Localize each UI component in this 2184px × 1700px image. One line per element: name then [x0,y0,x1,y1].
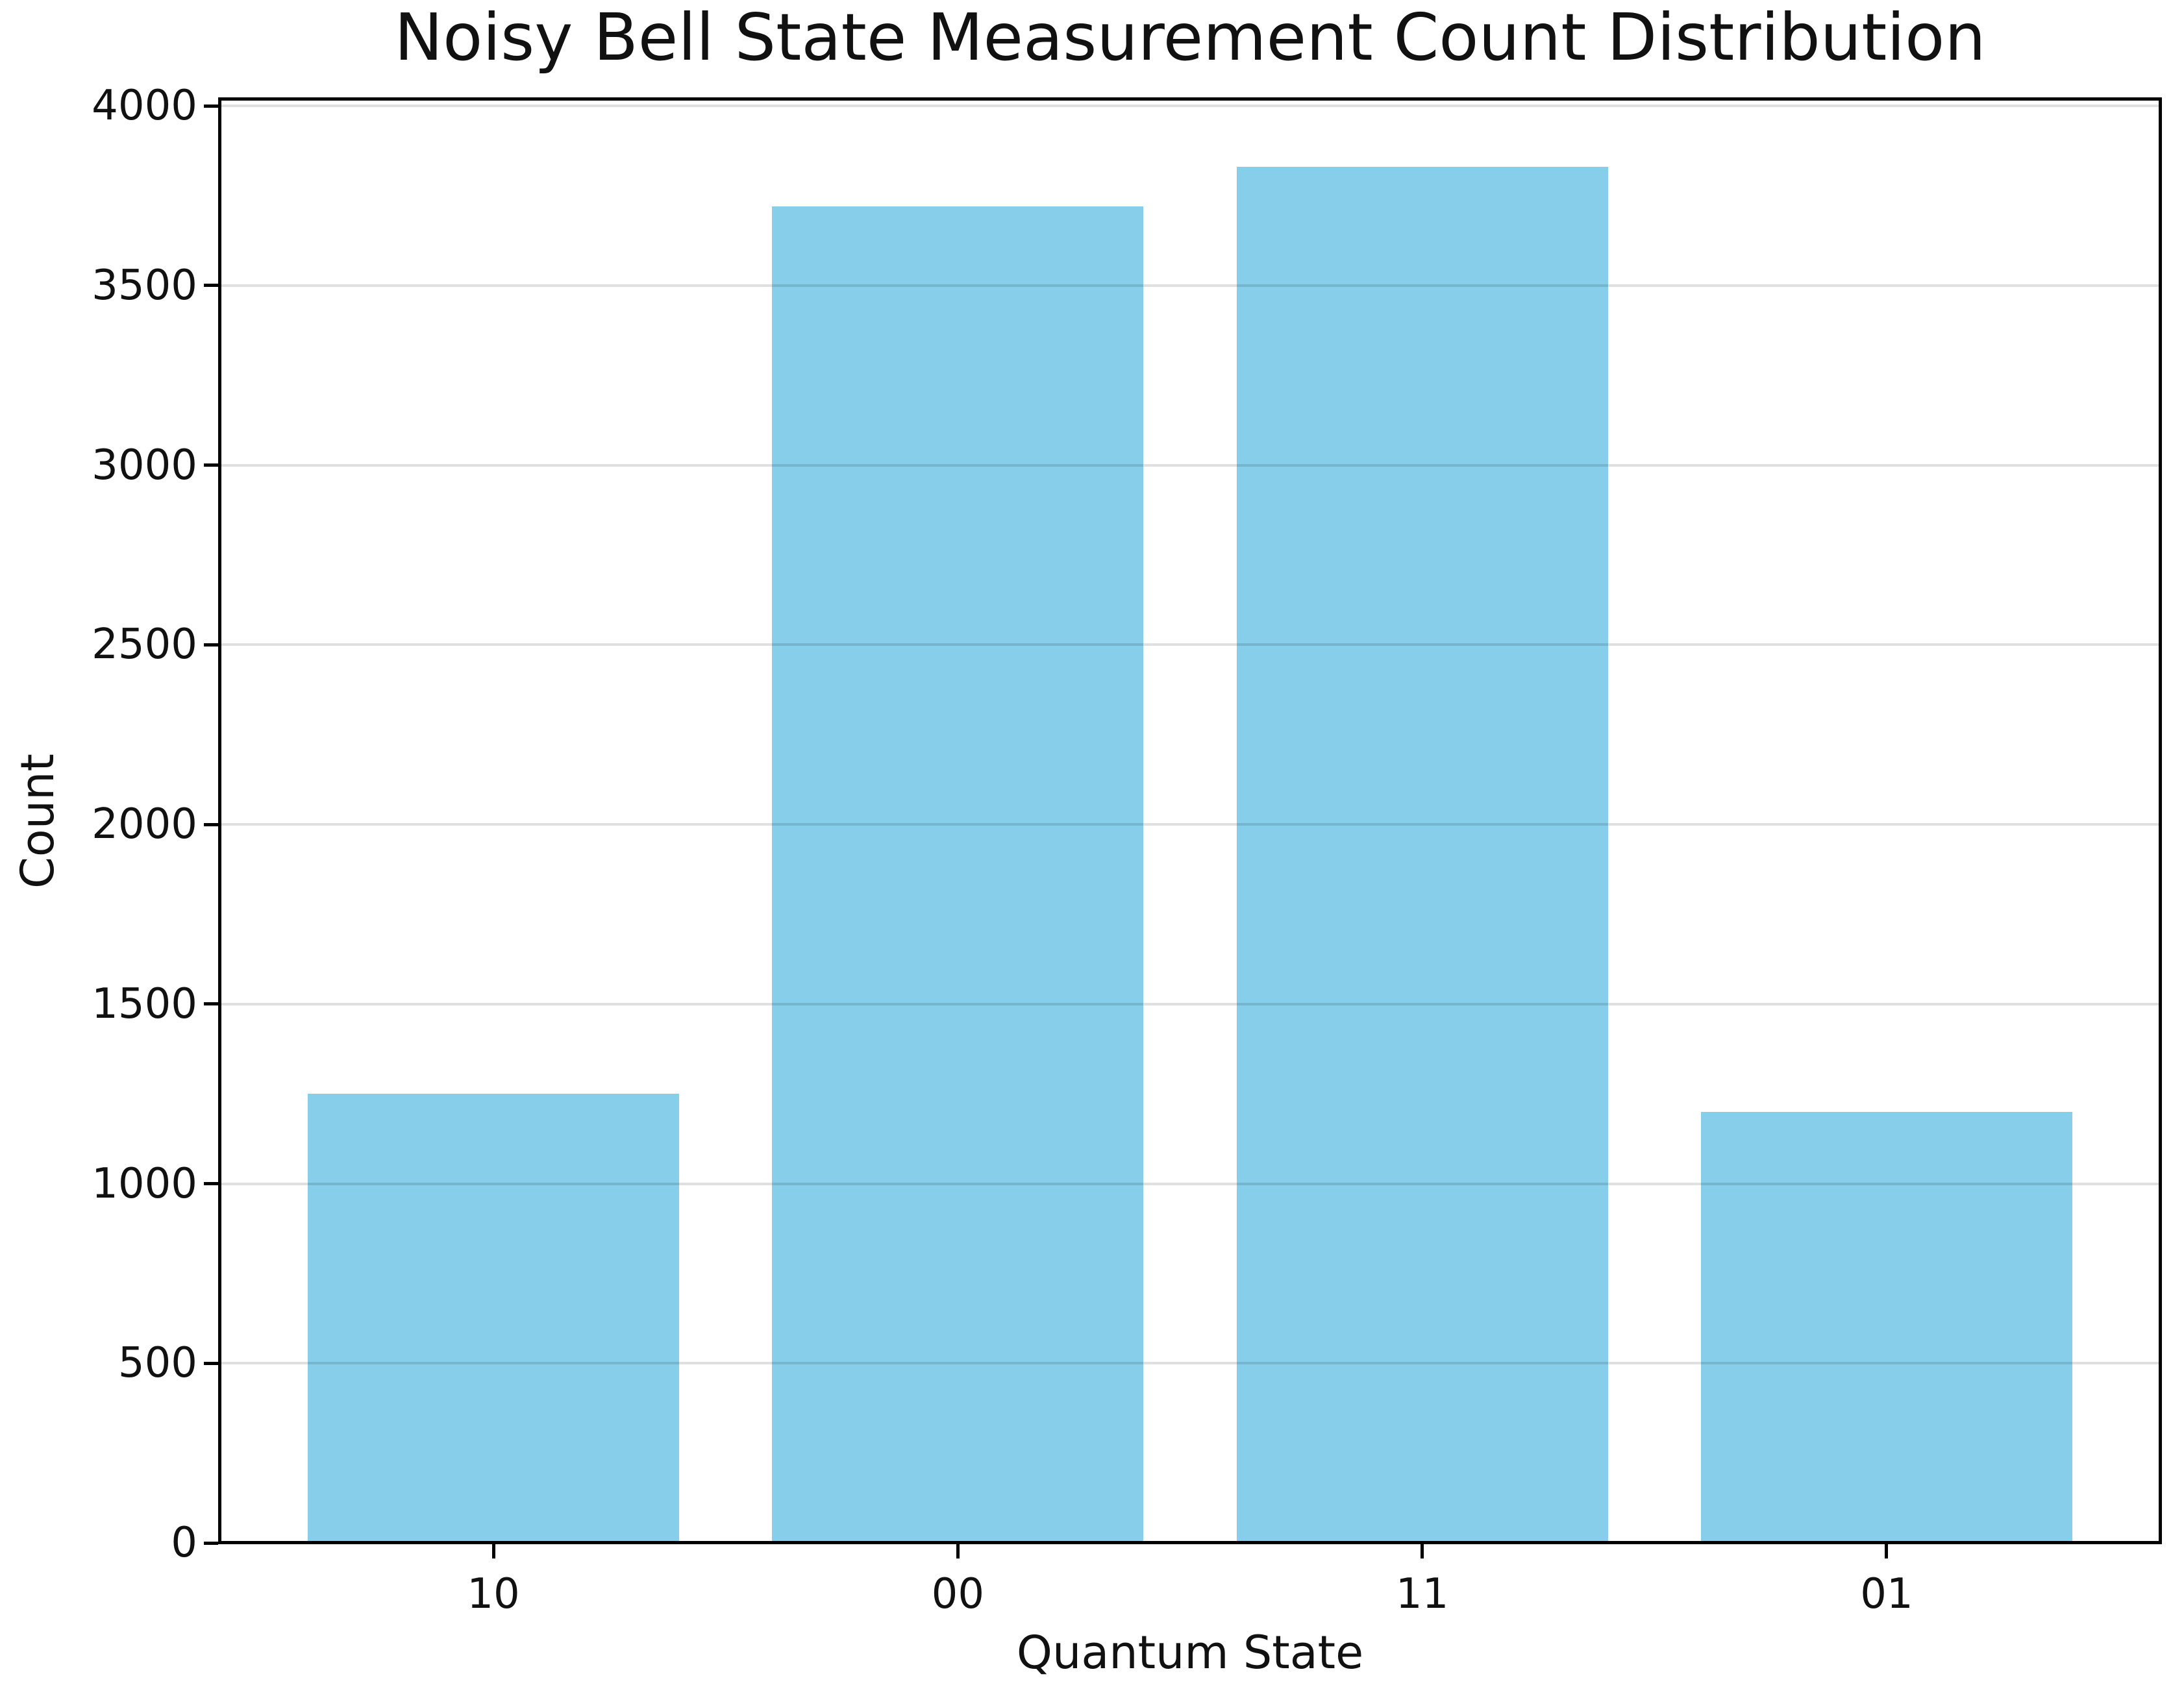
plot-area [218,97,2162,1544]
y-tick-3000 [204,463,218,467]
y-gridline-2500 [219,643,2161,647]
y-tick-label-4000: 4000 [92,82,197,130]
x-tick-00 [956,1544,960,1558]
y-tick-label-1000: 1000 [92,1159,197,1208]
x-axis-label: Quantum State [1016,1626,1364,1679]
x-tick-10 [491,1544,495,1558]
y-tick-1000 [204,1182,218,1186]
x-tick-label-11: 11 [1395,1570,1449,1618]
y-tick-2000 [204,822,218,826]
x-tick-11 [1421,1544,1424,1558]
x-tick-label-01: 01 [1860,1570,1913,1618]
bar-11 [1236,167,1608,1543]
y-tick-3500 [204,284,218,288]
y-tick-label-2000: 2000 [92,800,197,849]
y-gridline-1500 [219,1002,2161,1005]
y-tick-0 [204,1541,218,1545]
y-tick-1500 [204,1002,218,1006]
chart-title: Noisy Bell State Measurement Count Distr… [394,0,1986,75]
y-tick-label-2500: 2500 [92,621,197,669]
y-tick-label-3500: 3500 [92,261,197,310]
y-gridline-4000 [219,105,2161,108]
y-tick-4000 [204,104,218,108]
x-tick-label-00: 00 [931,1570,985,1618]
bar-01 [1700,1111,2073,1543]
y-tick-label-500: 500 [118,1339,197,1388]
y-gridline-3500 [219,284,2161,287]
y-tick-2500 [204,643,218,647]
y-gridline-3000 [219,463,2161,467]
x-tick-01 [1885,1544,1889,1558]
y-tick-label-1500: 1500 [92,979,197,1028]
y-tick-500 [204,1361,218,1365]
y-gridline-500 [219,1362,2161,1365]
y-tick-label-3000: 3000 [92,441,197,489]
y-gridline-2000 [219,823,2161,826]
bar-00 [772,206,1144,1543]
y-tick-label-0: 0 [171,1519,197,1567]
x-tick-label-10: 10 [467,1570,520,1618]
bar-10 [307,1094,680,1543]
y-gridline-1000 [219,1182,2161,1185]
